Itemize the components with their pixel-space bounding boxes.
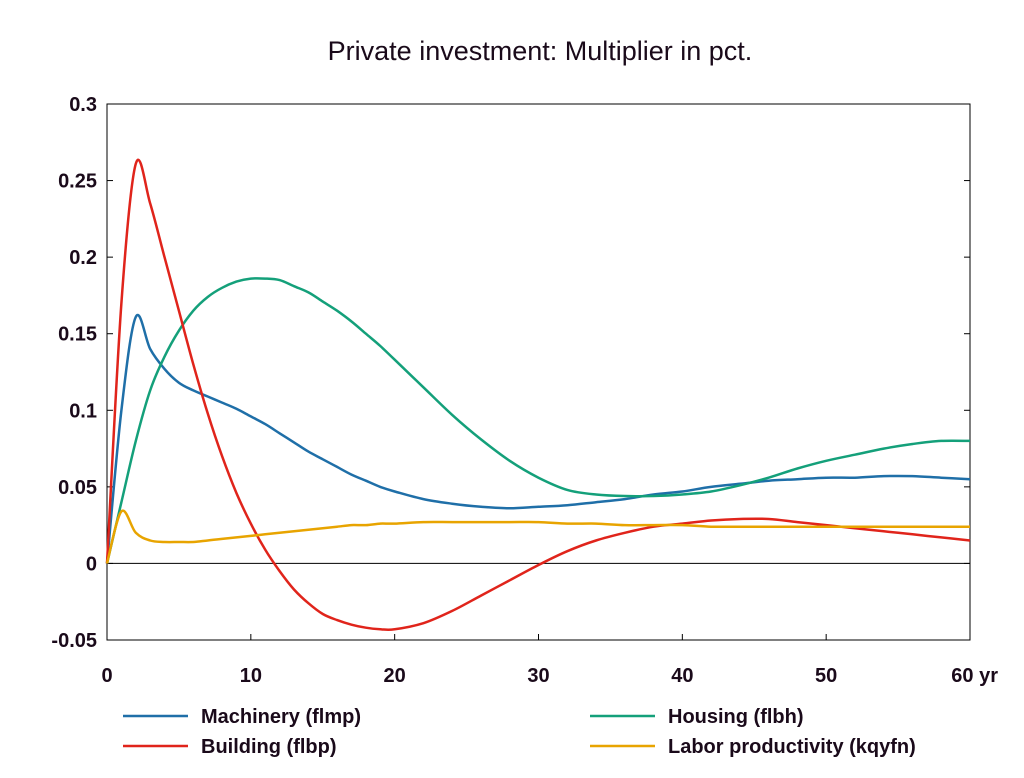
y-tick-label: 0.05 [58, 477, 97, 499]
y-tick-label: 0.2 [69, 247, 97, 269]
y-tick-label: 0.25 [58, 171, 97, 193]
series-line-2 [105, 277, 971, 564]
legend-label: Building (flbp) [201, 736, 337, 758]
x-tick-label: 60 yr [951, 665, 998, 687]
x-tick-label: 20 [384, 665, 406, 687]
chart-title: Private investment: Multiplier in pct. [328, 36, 753, 66]
series-line-4 [105, 509, 970, 564]
y-tick-label: 0 [86, 553, 97, 575]
x-tick-label: 40 [671, 665, 693, 687]
x-tick-label: 0 [101, 665, 112, 687]
series-group [105, 158, 971, 632]
y-tick-label: -0.05 [51, 630, 97, 652]
legend-label: Housing (flbh) [668, 706, 804, 728]
series-line-1 [105, 313, 971, 564]
legend: Machinery (flmp) Building (flbp) Housing (… [123, 706, 916, 758]
series-line-3 [105, 158, 971, 632]
y-tick-label: 0.1 [69, 400, 97, 422]
x-tick-label: 10 [240, 665, 262, 687]
legend-label: Machinery (flmp) [201, 706, 361, 728]
x-tick-label: 30 [527, 665, 549, 687]
x-tick-label: 50 [815, 665, 837, 687]
legend-label: Labor productivity (kqyfn) [668, 736, 916, 758]
y-tick-label: 0.3 [69, 94, 97, 116]
plot-frame [106, 103, 971, 641]
y-tick-label: 0.15 [58, 324, 97, 346]
